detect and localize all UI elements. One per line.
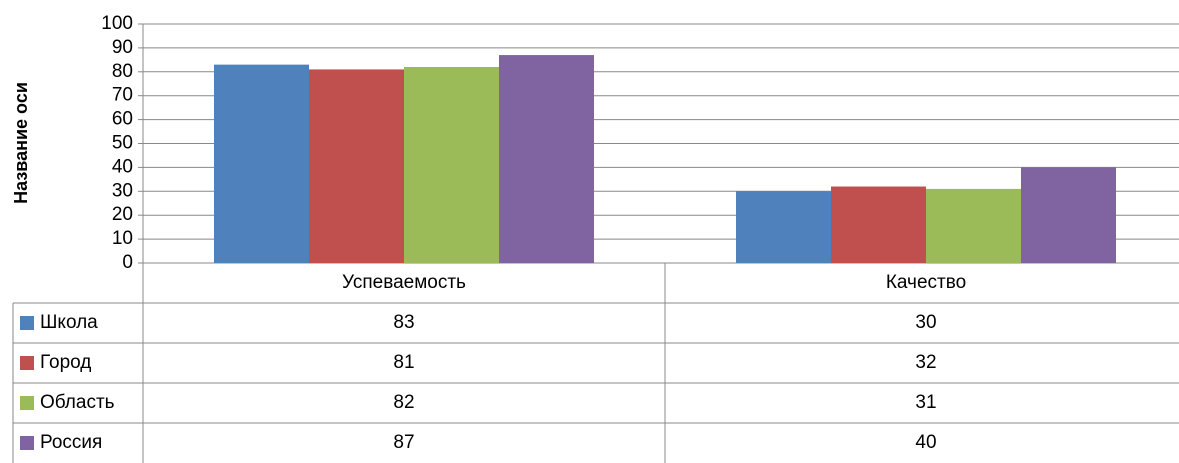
y-tick-label: 90 xyxy=(112,37,133,58)
bar xyxy=(830,186,926,263)
legend-label: Школа xyxy=(40,312,98,333)
bar xyxy=(735,191,831,263)
y-tick-label: 20 xyxy=(112,204,133,225)
y-tick-label: 40 xyxy=(112,156,133,177)
legend-key xyxy=(20,396,34,410)
table-value: 30 xyxy=(915,312,936,333)
bar xyxy=(308,69,404,263)
y-axis-title: Название оси xyxy=(11,82,31,204)
y-tick-label: 50 xyxy=(112,133,133,154)
y-tick-label: 60 xyxy=(112,109,133,130)
table-value: 82 xyxy=(393,392,414,413)
legend-key xyxy=(20,356,34,370)
table-value: 83 xyxy=(393,312,414,333)
legend-label: Область xyxy=(40,392,115,413)
bar xyxy=(499,55,595,263)
table-value: 31 xyxy=(915,392,936,413)
y-tick-label: 0 xyxy=(122,252,133,273)
table-value: 40 xyxy=(915,432,936,453)
category-label: Качество xyxy=(886,272,966,293)
bar xyxy=(213,64,309,263)
bar xyxy=(926,188,1022,263)
legend-label: Россия xyxy=(40,432,102,453)
bar xyxy=(404,67,500,264)
table-value: 87 xyxy=(393,432,414,453)
y-tick-label: 30 xyxy=(112,180,133,201)
category-label: Успеваемость xyxy=(342,272,466,293)
legend-key xyxy=(20,436,34,450)
legend-label: Город xyxy=(40,352,91,373)
y-tick-label: 10 xyxy=(112,228,133,249)
y-tick-label: 80 xyxy=(112,61,133,82)
bar xyxy=(1021,167,1117,263)
legend-key xyxy=(20,316,34,330)
y-tick-label: 100 xyxy=(101,13,133,34)
y-tick-label: 70 xyxy=(112,85,133,106)
table-value: 32 xyxy=(915,352,936,373)
table-value: 81 xyxy=(393,352,414,373)
